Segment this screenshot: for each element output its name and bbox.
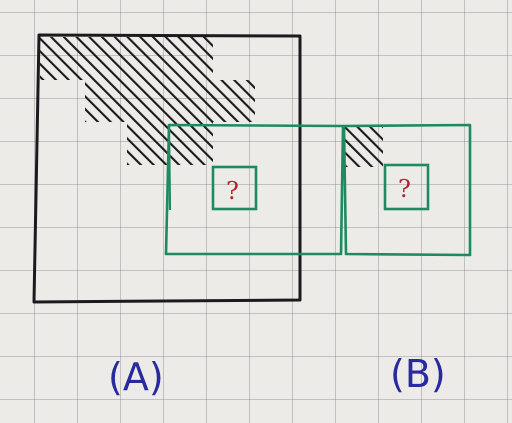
hatched-region-a [40, 37, 255, 165]
question-cell-a [211, 165, 258, 211]
question-cell-b [383, 163, 430, 211]
question-mark-b: ? [398, 175, 411, 203]
outer-square-a [32, 33, 302, 304]
label-b: (B) [390, 352, 446, 396]
green-square-a [164, 123, 345, 256]
question-mark-a: ? [226, 177, 239, 205]
green-square-b [342, 123, 472, 257]
label-a: (A) [108, 355, 164, 399]
green-divider-a [167, 124, 172, 211]
hatched-region-b [345, 127, 383, 167]
